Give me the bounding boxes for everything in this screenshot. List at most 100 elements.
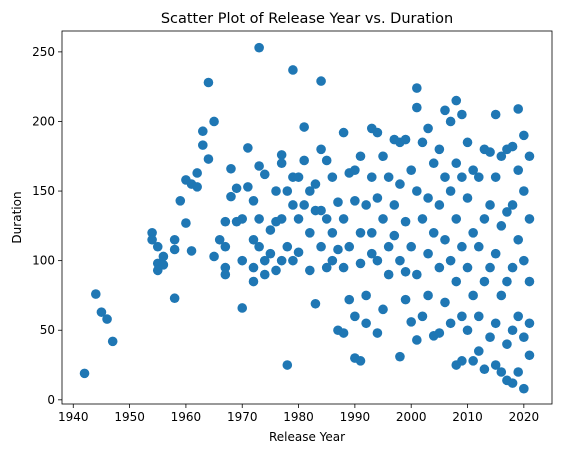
data-point	[473, 172, 484, 182]
data-point	[445, 255, 456, 266]
data-point	[462, 325, 473, 336]
x-tick-label: 1990	[340, 410, 371, 424]
data-point	[524, 318, 535, 329]
data-point	[423, 290, 433, 301]
data-point	[468, 228, 478, 238]
data-point	[214, 234, 225, 245]
data-point	[524, 350, 535, 361]
data-point	[79, 368, 90, 379]
data-point	[102, 314, 112, 324]
data-point	[490, 360, 501, 370]
data-point	[440, 297, 450, 308]
x-tick-label: 2020	[509, 410, 540, 424]
data-point	[490, 172, 501, 182]
data-point	[96, 307, 107, 317]
data-point	[513, 165, 524, 175]
data-point	[417, 214, 428, 224]
data-point	[473, 241, 484, 252]
x-tick-label: 1950	[114, 410, 145, 424]
data-point	[265, 225, 276, 235]
data-point	[519, 186, 529, 196]
data-point	[519, 383, 529, 394]
data-point	[451, 214, 462, 224]
data-point	[355, 356, 366, 366]
data-point	[333, 197, 343, 207]
data-point	[400, 294, 411, 305]
data-point	[152, 241, 163, 252]
data-point	[169, 293, 180, 304]
data-point	[507, 200, 518, 210]
data-point	[473, 346, 484, 356]
x-tick-label: 2000	[396, 410, 427, 424]
data-point	[395, 255, 405, 266]
data-point	[316, 205, 326, 216]
data-point	[428, 228, 439, 238]
data-point	[265, 248, 276, 259]
y-axis-label: Duration	[10, 191, 24, 243]
data-point	[169, 244, 180, 255]
data-point	[198, 140, 208, 150]
data-point	[412, 269, 422, 280]
data-point	[299, 155, 309, 166]
data-point	[107, 336, 118, 347]
data-point	[310, 179, 321, 189]
data-point	[259, 269, 270, 280]
data-point	[400, 216, 411, 227]
data-point	[412, 186, 422, 196]
data-point	[226, 191, 236, 202]
data-point	[389, 200, 400, 210]
data-point	[226, 163, 236, 174]
data-point	[457, 311, 467, 322]
data-point	[203, 154, 214, 164]
data-point	[282, 241, 293, 252]
data-point	[524, 151, 535, 162]
data-point	[192, 182, 202, 192]
data-point	[383, 269, 394, 280]
data-point	[519, 332, 529, 342]
data-point	[90, 289, 101, 299]
y-tick-label: 250	[32, 45, 55, 59]
data-point	[316, 144, 326, 155]
data-point	[490, 318, 501, 329]
data-point	[299, 122, 309, 132]
data-point	[457, 241, 467, 252]
data-point	[276, 214, 287, 224]
x-tick-label: 1940	[58, 410, 89, 424]
data-point	[462, 262, 473, 273]
data-point	[350, 196, 360, 206]
data-point	[192, 168, 202, 178]
data-point	[248, 196, 259, 206]
data-point	[338, 214, 349, 224]
data-point	[327, 172, 338, 182]
data-point	[169, 234, 180, 245]
data-point	[378, 151, 388, 162]
data-point	[445, 186, 456, 196]
data-point	[462, 193, 473, 203]
x-tick-label: 1970	[227, 410, 258, 424]
data-point	[209, 116, 219, 127]
data-point	[350, 311, 360, 322]
data-point	[395, 351, 405, 362]
data-point	[513, 104, 524, 114]
data-point	[333, 244, 343, 255]
data-point	[293, 247, 304, 258]
data-point	[445, 116, 456, 127]
data-point	[231, 183, 242, 194]
data-point	[513, 311, 524, 322]
data-point	[254, 241, 264, 252]
x-axis-label: Release Year	[269, 430, 345, 444]
data-point	[406, 165, 417, 175]
data-point	[383, 172, 394, 182]
y-tick-label: 0	[47, 393, 55, 407]
data-point	[220, 269, 231, 280]
data-point	[417, 137, 428, 148]
data-point	[366, 248, 377, 259]
data-point	[186, 246, 197, 256]
data-point	[355, 258, 366, 269]
data-point	[248, 262, 259, 273]
data-point	[158, 251, 169, 262]
data-point	[276, 158, 287, 169]
data-point	[259, 169, 270, 180]
data-point	[321, 262, 332, 273]
